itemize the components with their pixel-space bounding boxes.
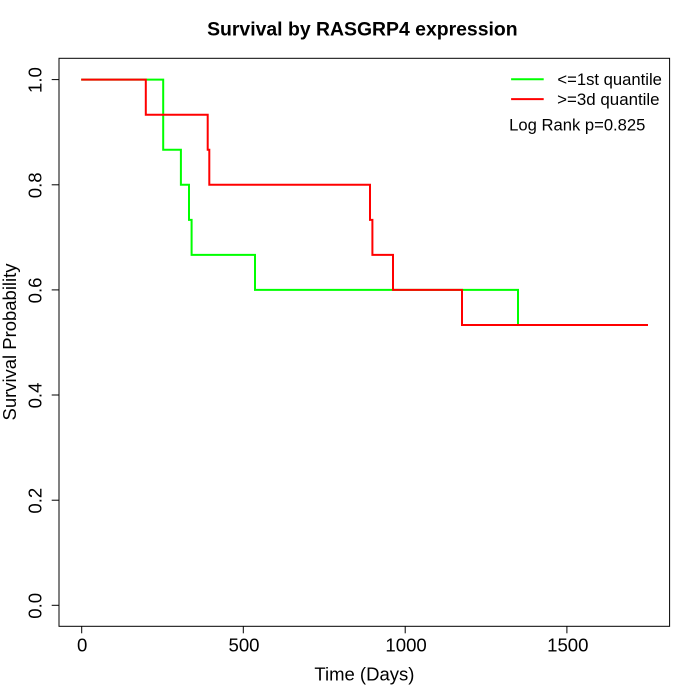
svg-text:0.4: 0.4 <box>25 383 46 409</box>
svg-text:1000: 1000 <box>385 635 426 656</box>
svg-text:0.2: 0.2 <box>25 488 46 514</box>
svg-text:Survival by RASGRP4 expression: Survival by RASGRP4 expression <box>207 18 517 40</box>
svg-text:0: 0 <box>77 635 87 656</box>
svg-text:0.0: 0.0 <box>25 593 46 619</box>
svg-text:Log Rank p=0.825: Log Rank p=0.825 <box>509 117 645 135</box>
svg-text:0.6: 0.6 <box>25 277 46 303</box>
svg-text:>=3d quantile: >=3d quantile <box>557 91 659 109</box>
svg-text:0.8: 0.8 <box>25 172 46 198</box>
svg-text:<=1st quantile: <=1st quantile <box>557 71 662 89</box>
svg-text:1500: 1500 <box>547 635 588 656</box>
svg-text:Time (Days): Time (Days) <box>314 663 414 684</box>
svg-text:Survival Probability: Survival Probability <box>0 263 20 421</box>
svg-text:1.0: 1.0 <box>25 67 46 93</box>
svg-text:500: 500 <box>228 635 259 656</box>
